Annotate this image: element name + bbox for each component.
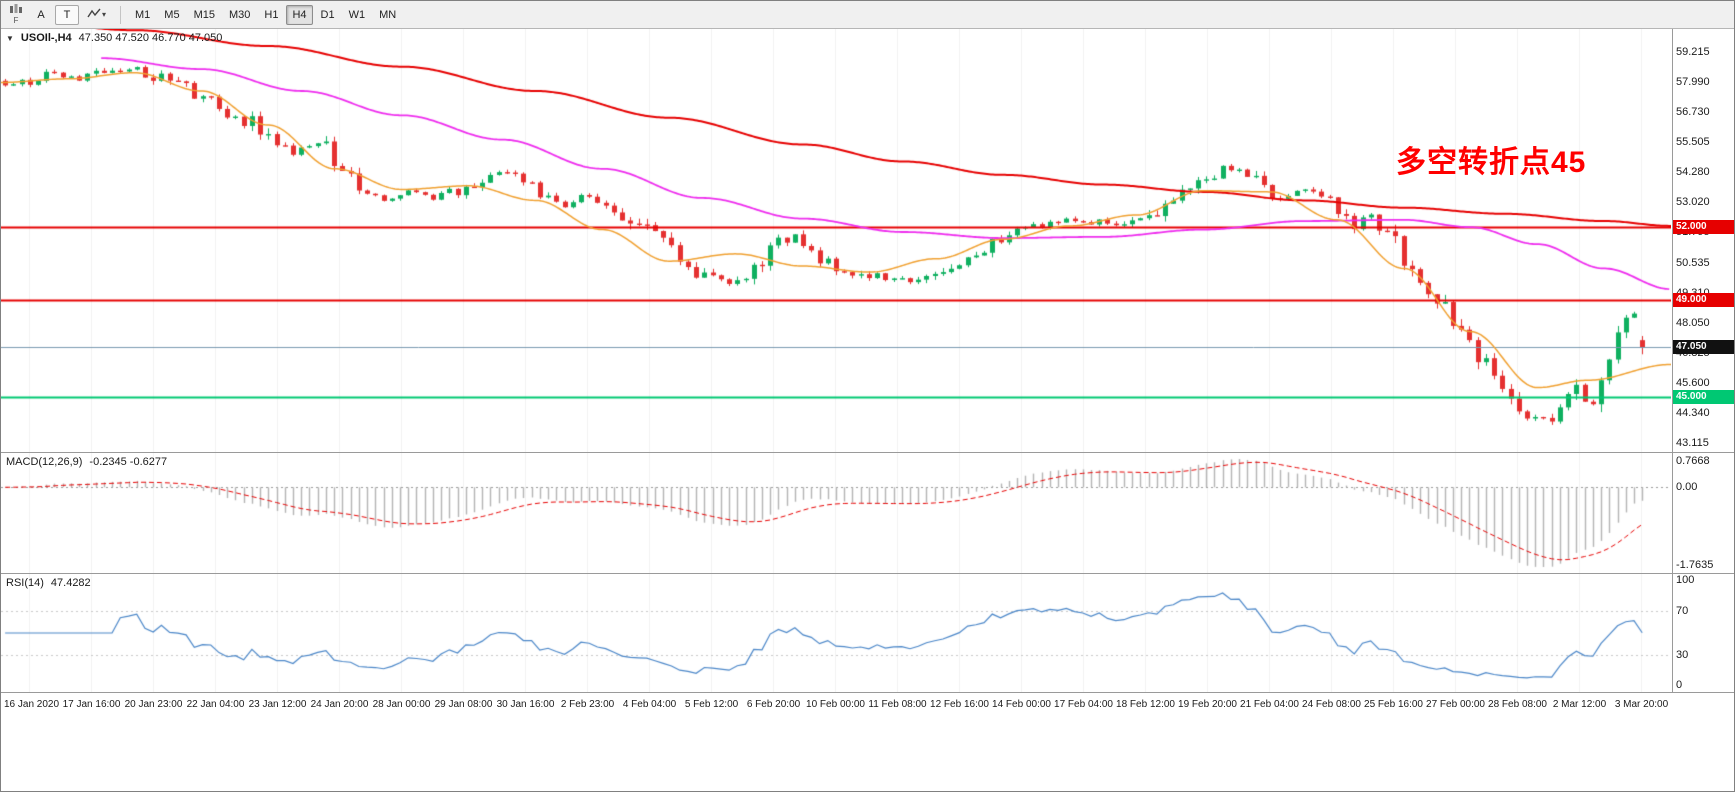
price-tick: 56.730: [1676, 106, 1710, 119]
price-tick: 48.050: [1676, 317, 1710, 330]
price-panel: ▼ USOIl-,H4 47.350 47.520 46.770 47.050 …: [1, 29, 1734, 453]
indicators-button[interactable]: ▾: [81, 5, 112, 25]
timeframe-w1-button[interactable]: W1: [343, 5, 372, 25]
timeframe-d1-button[interactable]: D1: [315, 5, 341, 25]
rsi-canvas[interactable]: [1, 574, 1671, 692]
autoscroll-a-button[interactable]: A: [29, 5, 53, 25]
time-label: 17 Feb 04:00: [1054, 699, 1113, 710]
time-label: 19 Feb 20:00: [1178, 699, 1237, 710]
chart-annotation-text[interactable]: 多空转折点45: [1396, 146, 1587, 179]
text-tool-button[interactable]: T: [55, 4, 79, 25]
candlestick-chart-icon: [9, 3, 23, 16]
rsi-axis[interactable]: 100 70 30 0: [1672, 574, 1734, 692]
timeframe-m1-button[interactable]: M1: [129, 5, 156, 25]
time-label: 3 Mar 20:00: [1614, 699, 1669, 710]
rsi-tick: 70: [1676, 605, 1689, 618]
time-label: 30 Jan 16:00: [496, 699, 555, 710]
time-label: 18 Feb 12:00: [1116, 699, 1175, 710]
macd-tick: 0.00: [1676, 481, 1698, 494]
macd-tick: -1.7635: [1676, 559, 1714, 571]
macd-tick: 0.7668: [1676, 455, 1710, 467]
rsi-value: 47.4282: [50, 577, 91, 589]
bottom-spacer: [1, 719, 1734, 791]
chart-toolbar: F A T ▾ M1 M5 M15 M30 H1 H4 D1 W1 MN: [1, 1, 1734, 29]
rsi-tick: 100: [1676, 574, 1695, 586]
time-label: 2 Feb 23:00: [560, 699, 615, 710]
rsi-label: RSI(14): [6, 577, 44, 589]
price-tick: 53.020: [1676, 196, 1710, 209]
timeframe-m30-button[interactable]: M30: [223, 5, 256, 25]
zigzag-indicator-icon: [87, 8, 101, 22]
macd-label: MACD(12,26,9): [6, 456, 83, 468]
macd-panel: MACD(12,26,9) -0.2345 -0.6277 0.7668 0.00…: [1, 453, 1734, 574]
time-label: 24 Feb 08:00: [1302, 699, 1361, 710]
price-tag: 45.000: [1673, 390, 1734, 405]
price-tick: 57.990: [1676, 75, 1710, 88]
time-label: 28 Feb 08:00: [1488, 699, 1547, 710]
time-label: 10 Feb 00:00: [806, 699, 865, 710]
f-label: F: [13, 15, 19, 25]
price-tick: 45.600: [1676, 376, 1710, 389]
time-label: 20 Jan 23:00: [124, 699, 183, 710]
timeframe-h1-button[interactable]: H1: [258, 5, 284, 25]
time-label: 16 Jan 2020: [4, 699, 60, 710]
symbol-dropdown-icon[interactable]: ▼: [6, 33, 14, 43]
timeframe-m5-button[interactable]: M5: [158, 5, 185, 25]
time-label: 2 Mar 12:00: [1552, 699, 1607, 710]
timeframe-mn-button[interactable]: MN: [373, 5, 402, 25]
macd-canvas[interactable]: [1, 453, 1671, 573]
price-tick: 59.215: [1676, 45, 1710, 58]
macd-axis[interactable]: 0.7668 0.00 -1.7635: [1672, 453, 1734, 573]
price-tick: 55.505: [1676, 135, 1710, 148]
time-label: 5 Feb 12:00: [684, 699, 739, 710]
time-label: 24 Jan 20:00: [310, 699, 369, 710]
time-label: 25 Feb 16:00: [1364, 699, 1423, 710]
price-tag: 47.050: [1673, 340, 1734, 355]
time-label: 6 Feb 20:00: [746, 699, 801, 710]
time-label: 28 Jan 00:00: [372, 699, 431, 710]
price-tick: 54.280: [1676, 165, 1710, 178]
rsi-tick: 0: [1676, 679, 1683, 691]
timeframe-m15-button[interactable]: M15: [188, 5, 221, 25]
time-label: 11 Feb 08:00: [868, 699, 927, 710]
chart-type-button[interactable]: F: [5, 3, 27, 26]
rsi-header: RSI(14) 47.4282: [6, 577, 91, 589]
symbol-label: USOIl-,H4: [20, 32, 72, 44]
price-tick: 43.115: [1676, 437, 1709, 450]
macd-values: -0.2345 -0.6277: [89, 456, 168, 468]
ohlc-readout: 47.350 47.520 46.770 47.050: [78, 32, 223, 44]
chevron-down-icon: ▾: [102, 10, 107, 19]
time-axis[interactable]: 16 Jan 2020 17 Jan 16:00 20 Jan 23:00 22 Ja…: [1, 693, 1734, 719]
time-label: 22 Jan 04:00: [186, 699, 245, 710]
timeframe-h4-button[interactable]: H4: [286, 4, 313, 25]
toolbar-separator: [120, 5, 122, 24]
price-axis[interactable]: 59.21557.99056.73055.50554.28053.02051.7…: [1672, 29, 1734, 452]
rsi-panel: RSI(14) 47.4282 100 70 30 0: [1, 574, 1734, 693]
chart-area: ▼ USOIl-,H4 47.350 47.520 46.770 47.050 …: [1, 29, 1734, 791]
price-tick: 50.535: [1676, 256, 1710, 269]
price-tag: 52.000: [1673, 220, 1734, 235]
time-label: 17 Jan 16:00: [62, 699, 121, 710]
price-tag: 49.000: [1673, 293, 1734, 308]
rsi-tick: 30: [1676, 648, 1689, 661]
time-label: 21 Feb 04:00: [1240, 699, 1299, 710]
time-label: 14 Feb 00:00: [992, 699, 1051, 710]
time-label: 27 Feb 00:00: [1426, 699, 1485, 710]
price-tick: 44.340: [1676, 407, 1710, 420]
symbol-ohlc-header: ▼ USOIl-,H4 47.350 47.520 46.770 47.050: [6, 32, 222, 44]
time-label: 12 Feb 16:00: [930, 699, 989, 710]
macd-header: MACD(12,26,9) -0.2345 -0.6277: [6, 456, 167, 468]
time-label: 4 Feb 04:00: [622, 699, 677, 710]
price-chart-canvas[interactable]: [1, 29, 1671, 452]
time-label: 23 Jan 12:00: [248, 699, 307, 710]
time-label: 29 Jan 08:00: [434, 699, 493, 710]
timeframe-toolbar: M1 M5 M15 M30 H1 H4 D1 W1 MN: [129, 4, 402, 25]
